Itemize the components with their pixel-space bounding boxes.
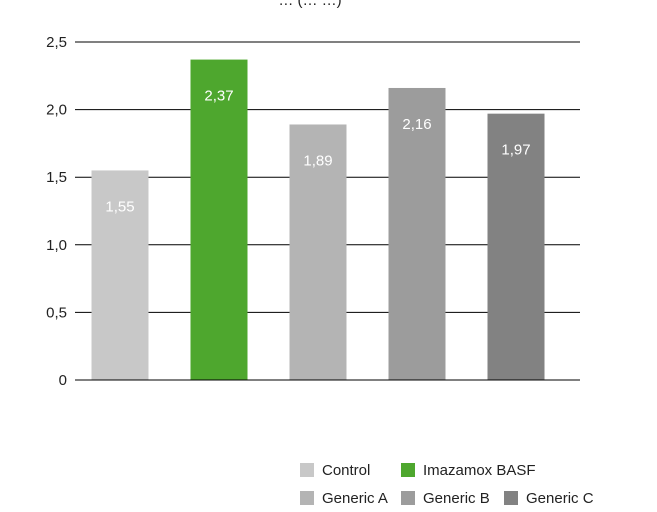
y-tick-label: 1,5 <box>46 169 67 186</box>
data-label: 2,37 <box>204 88 233 105</box>
legend-label: Control <box>322 462 370 479</box>
bar-control <box>91 170 149 380</box>
legend-swatch <box>401 463 415 477</box>
legend-swatch <box>300 491 314 505</box>
bars <box>91 59 545 381</box>
bar-generic-c <box>487 113 545 380</box>
data-label: 1,55 <box>105 198 134 215</box>
bar-generic-a <box>289 124 347 380</box>
y-tick-label: 2,5 <box>46 34 67 51</box>
y-tick-label: 0,5 <box>46 304 67 321</box>
legend-label: Generic B <box>423 490 490 507</box>
legend-label: Generic A <box>322 490 388 507</box>
data-label: 1,89 <box>303 152 332 169</box>
legend-swatch <box>300 463 314 477</box>
data-labels: 1,55 2,37 1,89 2,16 1,97 <box>105 88 530 216</box>
bar-imazamox-basf <box>190 59 248 381</box>
data-label: 2,16 <box>402 116 431 133</box>
legend-swatch <box>401 491 415 505</box>
chart-title: … (… …) <box>278 0 341 9</box>
legend-label: Imazamox BASF <box>423 462 536 479</box>
legend-swatch <box>504 491 518 505</box>
legend: Control Imazamox BASF Generic A Generic B Ge… <box>300 462 594 507</box>
data-label: 1,97 <box>501 142 530 159</box>
y-tick-label: 0 <box>59 372 67 389</box>
y-tick-label: 1,0 <box>46 237 67 254</box>
y-axis: 0 0,5 1,0 1,5 2,0 2,5 <box>46 34 580 389</box>
bar-generic-b <box>388 87 446 380</box>
y-tick-label: 2,0 <box>46 102 67 119</box>
legend-label: Generic C <box>526 490 594 507</box>
